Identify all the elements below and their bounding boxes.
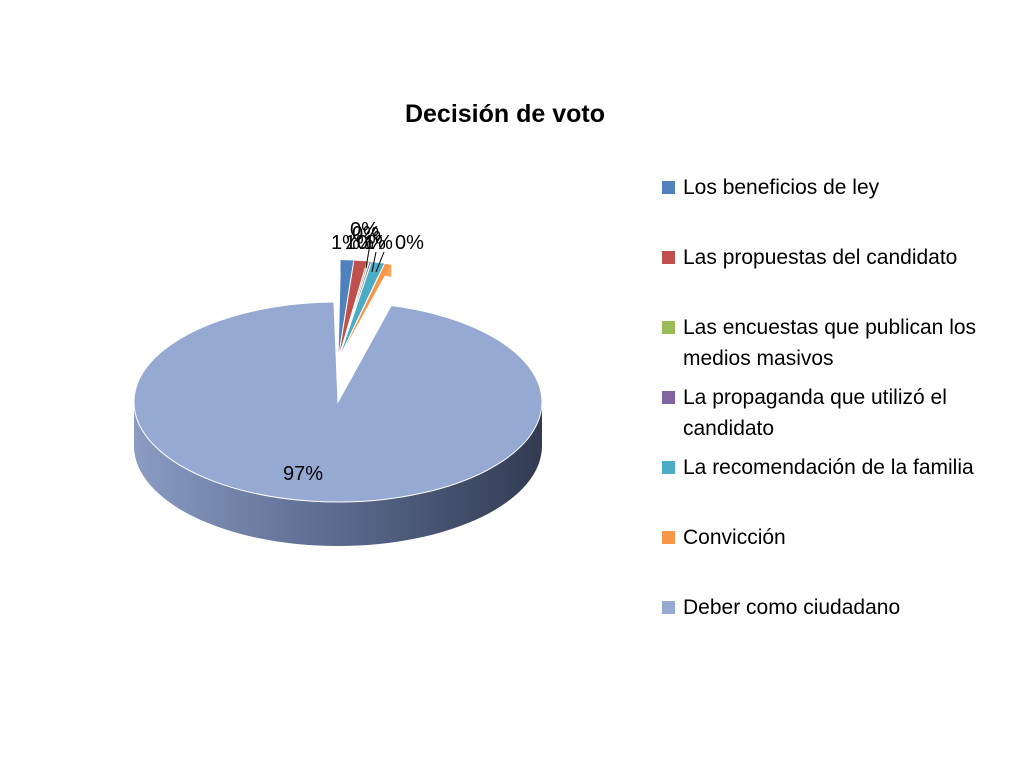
legend-item: La propaganda que utilizó el candidato [662,382,992,444]
legend-item: Las propuestas del candidato [662,242,992,273]
pie-slices [133,259,543,503]
data-label-extra-1: 0% [350,219,379,241]
legend-label: Las propuestas del candidato [683,246,958,269]
legend-label: La propaganda que utilizó el candidato [683,386,947,440]
legend-swatch [662,321,675,334]
legend-item: Convicción [662,522,992,553]
data-label-7: 97% [283,463,323,485]
legend-label: Convicción [683,526,786,549]
data-label-2: 1% [345,232,374,254]
legend-item: Las encuestas que publican los medios ma… [662,312,992,374]
pie-side-wall [134,402,542,546]
legend-label: Las encuestas que publican los medios ma… [683,316,977,370]
data-label-1: 1% [331,232,360,254]
leader-lines [365,243,385,273]
data-label-5: 1% [364,232,393,254]
pie-side [134,402,542,546]
legend-swatch [662,461,675,474]
legend-swatch [662,601,675,614]
legend-item: La recomendación de la familia [662,452,992,483]
legend-item: Los beneficios de ley [662,172,992,203]
data-label-4: 0% [357,232,386,254]
legend-swatch [662,391,675,404]
data-label-6: 0% [395,232,424,254]
leader-line-2 [371,251,377,273]
pie-slice-6 [337,263,393,362]
chart-title: Decisión de voto [404,100,606,128]
legend-swatch [662,531,675,544]
legend-swatch [662,181,675,194]
pie-slice-side-6 [384,263,392,277]
pie-slice-7 [133,301,543,503]
legend-label: Los beneficios de ley [683,176,880,199]
legend-swatch [662,251,675,264]
legend-label: La recomendación de la familia [683,456,974,479]
leader-line-3 [375,251,385,273]
pie-slice-side-1 [340,260,354,273]
legend-item: Deber como ciudadano [662,592,992,623]
legend-label: Deber como ciudadano [683,596,901,619]
leader-line-1 [365,243,371,269]
pie-slice-side-2 [353,260,368,274]
data-labels: 1%1%0%0%1% 0%97%0% [283,219,424,485]
data-label-3: 0% [352,223,381,245]
